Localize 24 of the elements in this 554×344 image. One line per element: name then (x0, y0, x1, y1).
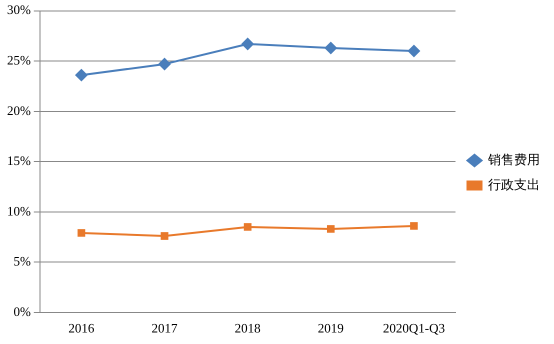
y-tick-label: 20% (6, 102, 31, 118)
y-tick-label: 10% (6, 203, 31, 218)
y-tick-label: 5% (13, 254, 31, 269)
x-tick-label: 2018 (234, 320, 261, 336)
y-tick-label: 30% (6, 2, 31, 18)
point (75, 69, 88, 82)
point (410, 222, 418, 230)
y-tick-label: 25% (6, 52, 31, 68)
x-tick-label: 2019 (318, 320, 344, 336)
legend-label: 行政支出 (488, 178, 540, 193)
y-tick-label: 15% (6, 153, 31, 168)
point (326, 225, 335, 233)
x-tick-label: 2017 (152, 320, 178, 336)
point (242, 38, 254, 50)
point (158, 58, 171, 70)
point (244, 223, 252, 231)
point (160, 232, 168, 240)
y-tick-label: 0% (13, 304, 31, 319)
point (324, 42, 337, 54)
point (408, 45, 420, 58)
legend-label: 销售费用 (487, 152, 540, 168)
x-tick-label: 2016 (68, 320, 95, 336)
x-tick-label: 2020Q1-Q3 (382, 320, 445, 336)
point (78, 229, 86, 237)
